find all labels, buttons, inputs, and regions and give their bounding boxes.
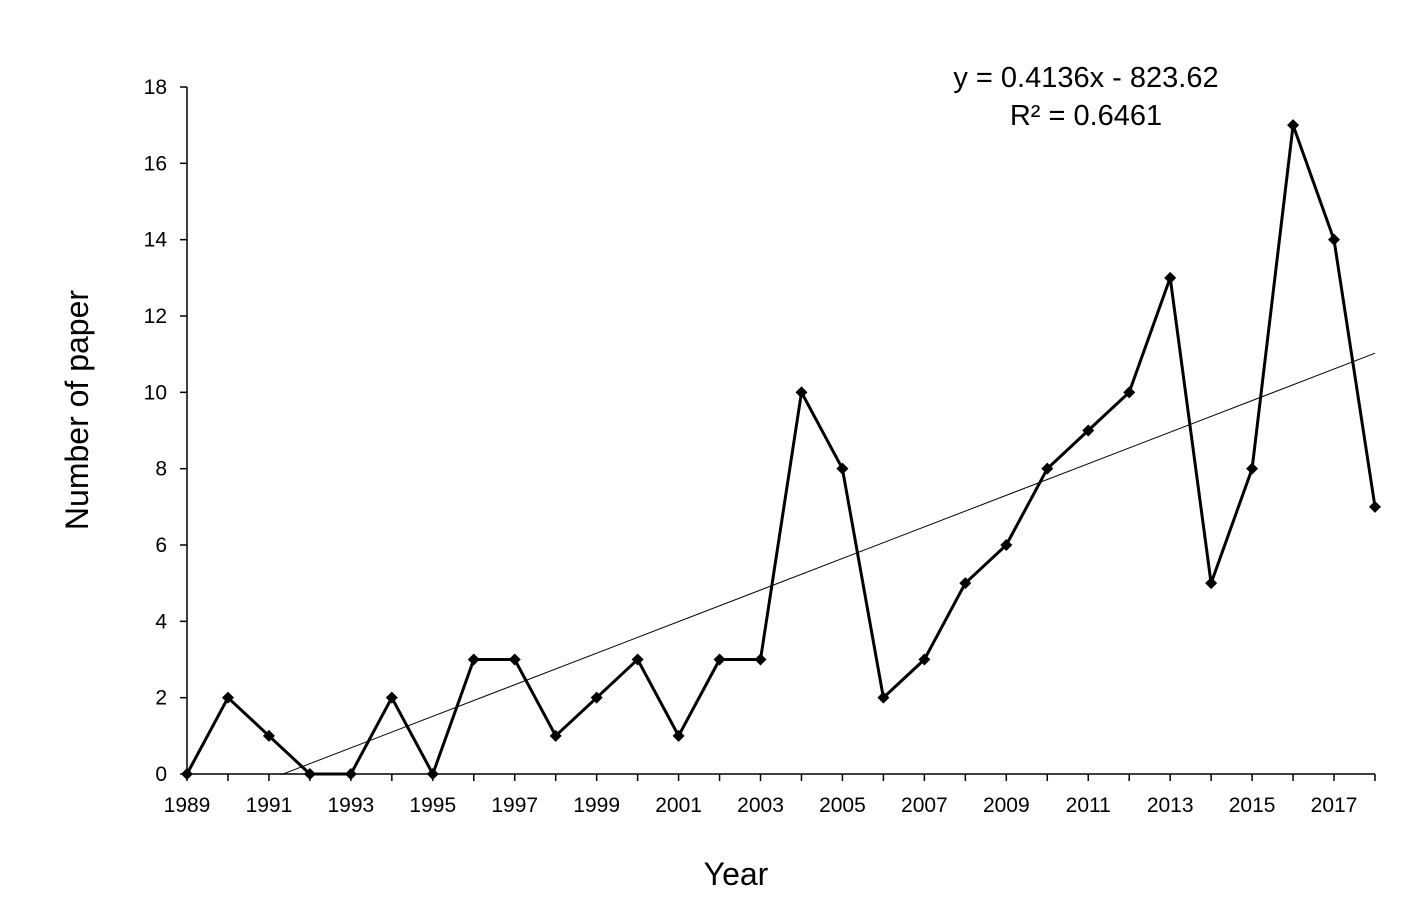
y-tick-label: 12	[144, 305, 167, 328]
x-tick-label: 2017	[1311, 794, 1358, 817]
x-tick-label: 1993	[328, 794, 375, 817]
data-point	[795, 386, 808, 399]
series-group	[181, 119, 1381, 780]
data-point	[877, 691, 890, 704]
x-tick-label: 1991	[246, 794, 293, 817]
data-point	[1082, 424, 1095, 437]
data-point	[1123, 386, 1136, 399]
data-point	[672, 729, 685, 742]
x-tick-label: 2003	[737, 794, 784, 817]
y-axis-title: Number of paper	[59, 290, 95, 530]
data-point	[631, 653, 644, 666]
y-tick-label: 2	[155, 687, 167, 710]
x-tick-label: 2015	[1229, 794, 1276, 817]
y-tick-label: 10	[144, 381, 167, 404]
data-point	[836, 462, 849, 475]
data-point	[426, 768, 439, 780]
data-point	[1205, 577, 1218, 590]
x-tick-label: 2005	[819, 794, 866, 817]
data-point	[918, 653, 931, 666]
trendline-r2: R² = 0.6461	[1010, 100, 1162, 132]
series-line	[185, 123, 1377, 776]
y-tick-label: 4	[155, 610, 167, 633]
data-point	[590, 691, 603, 704]
x-tick-label: 1989	[164, 794, 211, 817]
y-tick-label: 8	[155, 458, 167, 481]
data-point	[262, 729, 275, 742]
data-point	[467, 653, 480, 666]
trendline	[281, 352, 1376, 776]
x-tick-label: 1997	[491, 794, 538, 817]
data-point	[754, 653, 767, 666]
data-point	[1246, 462, 1259, 475]
data-point	[549, 729, 562, 742]
labels-group: y = 0.4136x - 823.62 R² = 0.6461 Year Nu…	[59, 62, 1219, 892]
x-tick-label: 1999	[573, 794, 620, 817]
y-tick-label: 14	[144, 229, 168, 252]
data-point	[344, 768, 357, 780]
y-tick-label: 16	[144, 152, 167, 175]
data-point	[1000, 539, 1013, 551]
trendline-equation: y = 0.4136x - 823.62	[953, 62, 1218, 94]
data-point	[508, 653, 521, 666]
data-point	[1041, 462, 1054, 475]
y-tick-label: 0	[155, 763, 167, 786]
data-point	[303, 768, 316, 780]
data-point	[1369, 500, 1381, 513]
data-point	[1328, 233, 1341, 246]
x-tick-label: 2011	[1066, 794, 1111, 817]
data-point	[1164, 271, 1177, 284]
data-point	[221, 691, 234, 704]
data-point	[1287, 119, 1300, 132]
data-point	[385, 691, 398, 704]
x-tick-label: 2007	[901, 794, 948, 817]
x-tick-label: 1995	[409, 794, 456, 817]
x-tick-label: 2009	[983, 794, 1030, 817]
trendline-group	[281, 352, 1376, 776]
data-point	[959, 577, 972, 590]
data-point	[181, 768, 193, 780]
y-tick-label: 6	[155, 534, 167, 557]
data-point	[713, 653, 726, 666]
x-axis-title: Year	[704, 856, 769, 892]
x-tick-label: 2001	[655, 794, 702, 817]
x-tick-label: 2013	[1147, 794, 1194, 817]
y-tick-label: 18	[144, 76, 167, 99]
axes: 0 2 4 6 8 10 12 14 16 18 1989 1991 1993 1995 1997 1999 2…	[144, 76, 1376, 817]
